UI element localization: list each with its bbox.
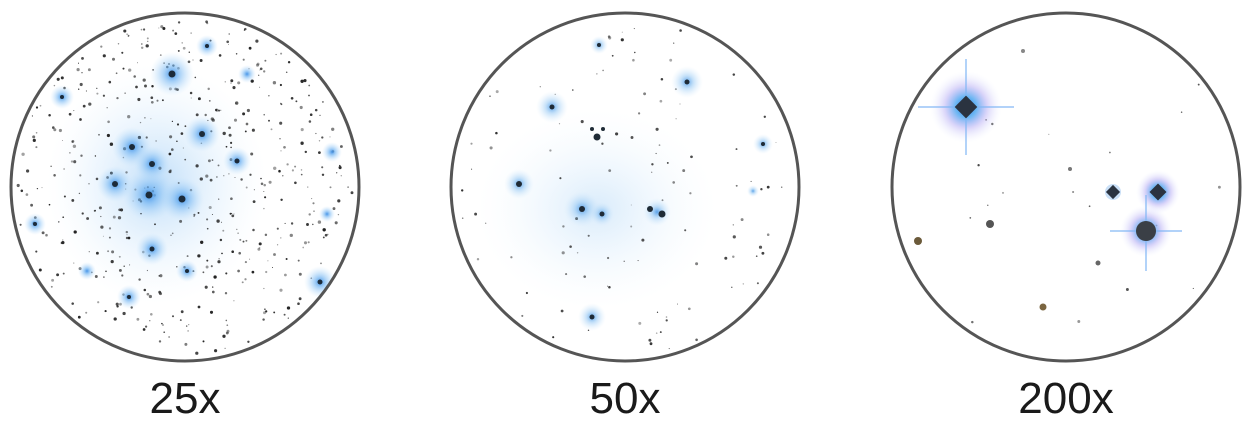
starfield-50x: [449, 11, 801, 363]
eyepiece-view-200x: [888, 9, 1244, 365]
starfield-200x: [890, 11, 1242, 363]
starfield-25x: [9, 11, 361, 363]
eyepiece-view-50x: [447, 9, 803, 365]
magnification-label-25x: 25x: [149, 374, 221, 423]
magnification-label-50x: 50x: [589, 374, 661, 423]
magnification-label-200x: 200x: [1018, 374, 1114, 423]
eyepiece-view-25x: [7, 9, 363, 365]
